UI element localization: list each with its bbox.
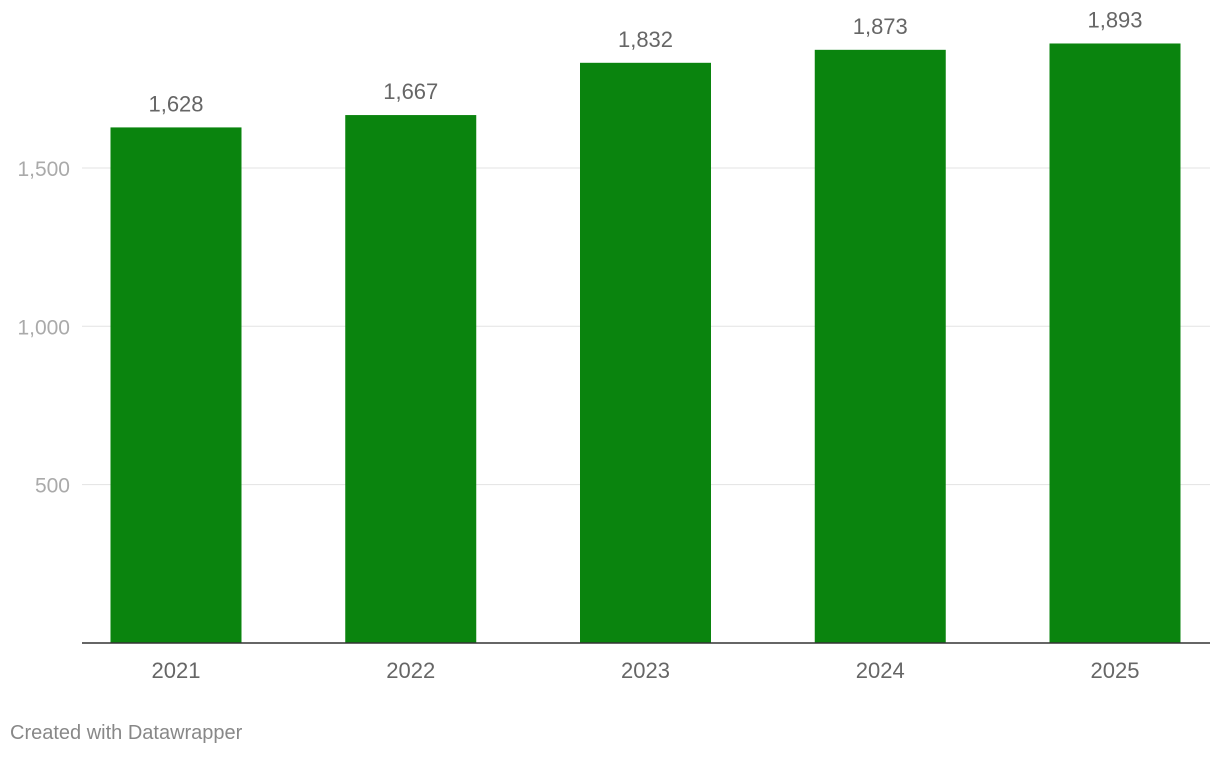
x-tick-label-2021: 2021 <box>152 658 201 683</box>
y-tick-label: 1,500 <box>17 158 70 181</box>
bars <box>110 43 1181 644</box>
x-axis-ticks: 2021 2022 2023 2024 2025 <box>152 658 1140 683</box>
x-tick-label-2023: 2023 <box>621 658 670 683</box>
x-tick-label-2022: 2022 <box>386 658 435 683</box>
data-label-2025: 1,893 <box>1087 7 1142 32</box>
y-tick-label: 500 <box>35 475 70 498</box>
y-tick-label: 1,000 <box>17 316 70 339</box>
data-label-2024: 1,873 <box>853 14 908 39</box>
x-tick-label-2025: 2025 <box>1091 658 1140 683</box>
bar-2022 <box>345 115 477 643</box>
bar-2021 <box>110 127 242 643</box>
credit-text: Created with Datawrapper <box>10 722 243 744</box>
data-labels: 1,628 1,667 1,832 1,873 1,893 <box>148 7 1142 116</box>
bar-2023 <box>580 62 711 643</box>
bar-2025 <box>1049 43 1181 644</box>
y-axis-ticks: 500 1,000 1,500 <box>17 158 70 498</box>
bar-2024 <box>814 49 946 643</box>
data-label-2023: 1,832 <box>618 27 673 52</box>
x-tick-label-2024: 2024 <box>856 658 905 683</box>
data-label-2022: 1,667 <box>383 79 438 104</box>
data-label-2021: 1,628 <box>148 91 203 116</box>
